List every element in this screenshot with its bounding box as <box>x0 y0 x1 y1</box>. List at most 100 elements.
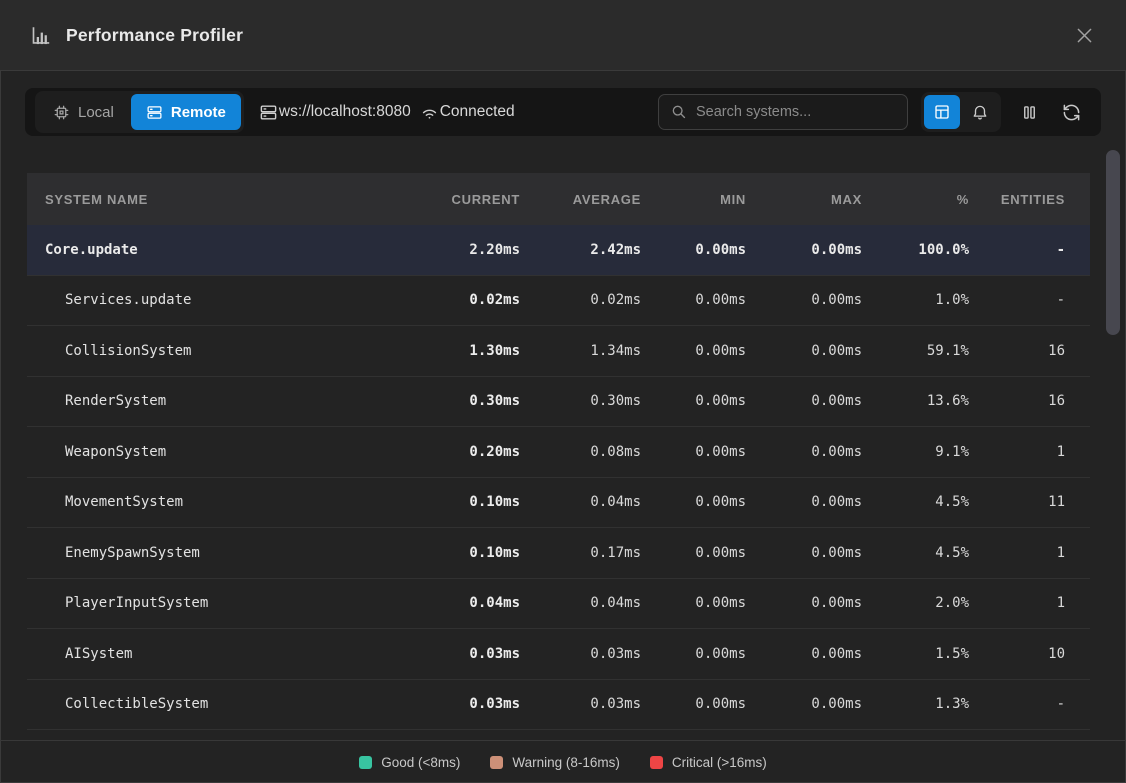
cell-name: CollectibleSystem <box>27 696 400 712</box>
column-header[interactable]: SYSTEM NAME <box>27 192 400 207</box>
cell-current: 0.03ms <box>400 696 520 712</box>
cell-max: 0.00ms <box>746 444 862 460</box>
cell-average: 0.30ms <box>520 393 641 409</box>
legend-label: Good (<8ms) <box>381 755 460 770</box>
cell-name: CollisionSystem <box>27 343 400 359</box>
cell-percent: 4.5% <box>862 494 969 510</box>
cell-entities: 16 <box>969 393 1065 409</box>
cell-entities: 1 <box>969 444 1065 460</box>
legend-label: Critical (>16ms) <box>672 755 767 770</box>
table-row[interactable]: WeaponSystem0.20ms0.08ms0.00ms0.00ms9.1%… <box>27 427 1090 478</box>
cell-average: 2.42ms <box>520 242 641 258</box>
cell-current: 0.30ms <box>400 393 520 409</box>
toolbar: Local Remote ws://localhost:8080 <box>25 88 1101 136</box>
view-toggle-group <box>921 92 1001 132</box>
cell-percent: 2.0% <box>862 595 969 611</box>
cell-percent: 1.3% <box>862 696 969 712</box>
cell-percent: 59.1% <box>862 343 969 359</box>
cell-min: 0.00ms <box>641 444 746 460</box>
cpu-icon <box>53 104 70 121</box>
server-icon <box>259 103 279 122</box>
cell-min: 0.00ms <box>641 595 746 611</box>
cell-entities: 10 <box>969 646 1065 662</box>
cell-min: 0.00ms <box>641 696 746 712</box>
cell-max: 0.00ms <box>746 595 862 611</box>
cell-name: PlayerInputSystem <box>27 595 400 611</box>
mode-button-local[interactable]: Local <box>38 94 129 130</box>
pause-button[interactable] <box>1013 95 1045 129</box>
cell-min: 0.00ms <box>641 646 746 662</box>
cell-entities: - <box>969 242 1065 258</box>
column-header[interactable]: MIN <box>641 192 746 207</box>
refresh-icon <box>1062 103 1081 122</box>
search-box <box>658 94 908 130</box>
cell-max: 0.00ms <box>746 646 862 662</box>
cell-max: 0.00ms <box>746 343 862 359</box>
cell-percent: 1.5% <box>862 646 969 662</box>
cell-name: AISystem <box>27 646 400 662</box>
cell-percent: 100.0% <box>862 242 969 258</box>
close-button[interactable] <box>1070 21 1098 49</box>
scrollbar-thumb[interactable] <box>1106 150 1120 335</box>
refresh-button[interactable] <box>1055 95 1087 129</box>
column-header[interactable]: CURRENT <box>400 192 520 207</box>
table-row[interactable]: Core.update2.20ms2.42ms0.00ms0.00ms100.0… <box>27 225 1090 276</box>
scrollbar-track[interactable] <box>1106 150 1120 738</box>
cell-min: 0.00ms <box>641 242 746 258</box>
column-header[interactable]: ENTITIES <box>969 192 1065 207</box>
legend-swatch <box>490 756 503 769</box>
search-icon <box>671 104 687 120</box>
cell-max: 0.00ms <box>746 494 862 510</box>
performance-profiler-window: { "window": { "title": "Performance Prof… <box>0 0 1126 783</box>
table-row[interactable]: AISystem0.03ms0.03ms0.00ms0.00ms1.5%10 <box>27 629 1090 680</box>
systems-table: SYSTEM NAMECURRENTAVERAGEMINMAX%ENTITIES… <box>27 173 1090 730</box>
legend-item: Warning (8-16ms) <box>490 755 620 770</box>
cell-name: MovementSystem <box>27 494 400 510</box>
table-icon <box>933 103 951 121</box>
table-row[interactable]: EnemySpawnSystem0.10ms0.17ms0.00ms0.00ms… <box>27 528 1090 579</box>
column-header[interactable]: AVERAGE <box>520 192 641 207</box>
table-row[interactable]: CollectibleSystem0.03ms0.03ms0.00ms0.00m… <box>27 680 1090 731</box>
cell-current: 1.30ms <box>400 343 520 359</box>
cell-percent: 1.0% <box>862 292 969 308</box>
column-header[interactable]: MAX <box>746 192 862 207</box>
mode-button-remote[interactable]: Remote <box>131 94 241 130</box>
table-row[interactable]: PlayerInputSystem0.04ms0.04ms0.00ms0.00m… <box>27 579 1090 630</box>
cell-average: 0.04ms <box>520 595 641 611</box>
search-input[interactable] <box>696 104 895 120</box>
cell-min: 0.00ms <box>641 494 746 510</box>
table-row[interactable]: CollisionSystem1.30ms1.34ms0.00ms0.00ms5… <box>27 326 1090 377</box>
cell-current: 0.03ms <box>400 646 520 662</box>
bell-icon <box>971 103 989 121</box>
table-row[interactable]: Services.update0.02ms0.02ms0.00ms0.00ms1… <box>27 276 1090 327</box>
connection-status: Connected <box>440 103 515 121</box>
cell-percent: 4.5% <box>862 545 969 561</box>
column-header[interactable]: % <box>862 192 969 207</box>
server-icon <box>146 104 163 121</box>
cell-min: 0.00ms <box>641 292 746 308</box>
cell-entities: - <box>969 696 1065 712</box>
cell-max: 0.00ms <box>746 292 862 308</box>
cell-name: EnemySpawnSystem <box>27 545 400 561</box>
cell-max: 0.00ms <box>746 242 862 258</box>
cell-average: 0.08ms <box>520 444 641 460</box>
legend-item: Good (<8ms) <box>359 755 460 770</box>
cell-name: RenderSystem <box>27 393 400 409</box>
cell-entities: 11 <box>969 494 1065 510</box>
connection-url-group: ws://localhost:8080 <box>259 103 411 122</box>
table-view-button[interactable] <box>924 95 960 129</box>
alerts-button[interactable] <box>962 95 998 129</box>
cell-average: 0.03ms <box>520 646 641 662</box>
cell-average: 0.03ms <box>520 696 641 712</box>
cell-current: 2.20ms <box>400 242 520 258</box>
cell-name: Core.update <box>27 242 400 258</box>
cell-max: 0.00ms <box>746 696 862 712</box>
table-header-row: SYSTEM NAMECURRENTAVERAGEMINMAX%ENTITIES <box>27 173 1090 225</box>
cell-average: 1.34ms <box>520 343 641 359</box>
legend-label: Warning (8-16ms) <box>512 755 620 770</box>
titlebar: Performance Profiler <box>0 0 1126 71</box>
table-row[interactable]: RenderSystem0.30ms0.30ms0.00ms0.00ms13.6… <box>27 377 1090 428</box>
cell-current: 0.10ms <box>400 494 520 510</box>
table-row[interactable]: MovementSystem0.10ms0.04ms0.00ms0.00ms4.… <box>27 478 1090 529</box>
cell-max: 0.00ms <box>746 545 862 561</box>
